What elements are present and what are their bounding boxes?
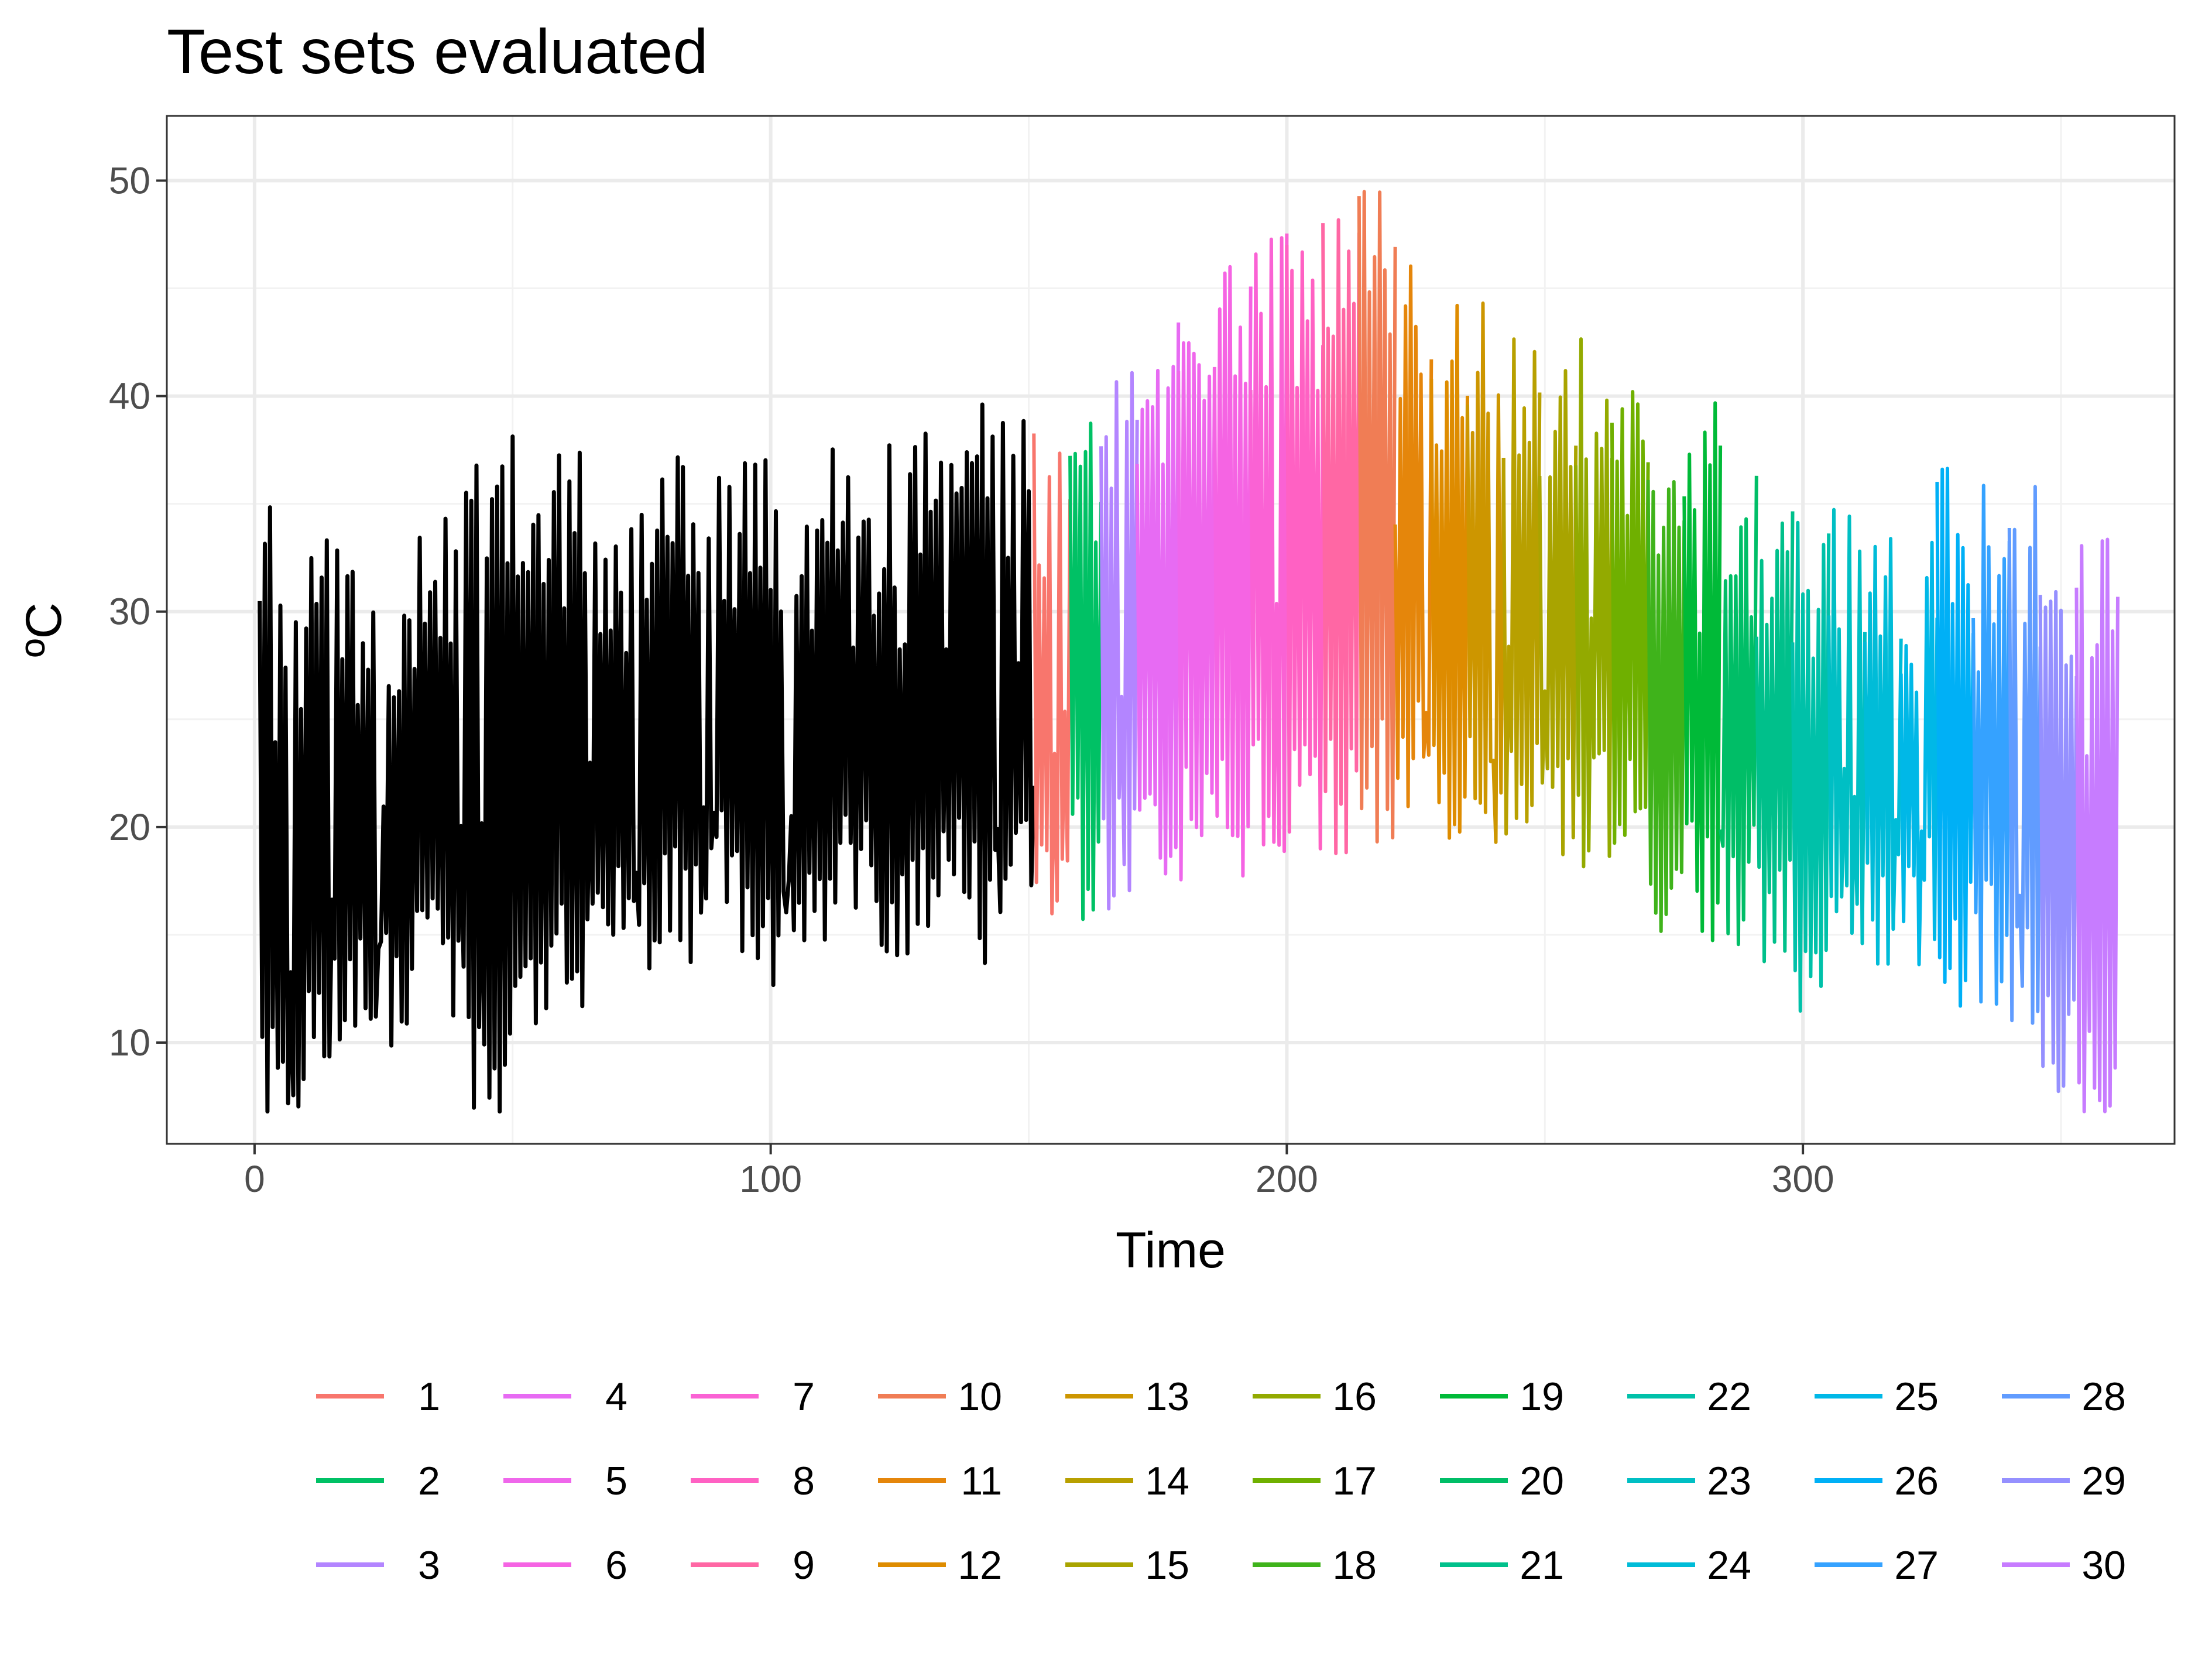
test-set-line-18 bbox=[1646, 479, 1686, 933]
x-axis-ticks: 0 100 200 300 bbox=[244, 1144, 1834, 1200]
legend-label-20: 20 bbox=[1520, 1459, 1564, 1503]
test-set-line-15 bbox=[1538, 369, 1578, 856]
test-set-line-28 bbox=[2007, 485, 2042, 1025]
y-tick-label-1: 20 bbox=[109, 806, 150, 848]
test-set-line-13 bbox=[1466, 301, 1505, 844]
legend-label-4: 4 bbox=[605, 1374, 627, 1419]
legend-label-7: 7 bbox=[793, 1374, 815, 1419]
legend-label-8: 8 bbox=[793, 1459, 815, 1503]
series-layer bbox=[258, 190, 2120, 1114]
test-set-line-14 bbox=[1501, 337, 1542, 836]
legend: 1234567891011121314151617181920212223242… bbox=[316, 1374, 2126, 1588]
legend-label-11: 11 bbox=[961, 1459, 1002, 1503]
legend-label-21: 21 bbox=[1520, 1543, 1564, 1588]
test-set-line-24 bbox=[1863, 537, 1903, 966]
x-tick-label-0: 0 bbox=[244, 1158, 265, 1200]
legend-label-1: 1 bbox=[418, 1374, 440, 1419]
y-axis-ticks: 10 20 30 40 50 bbox=[109, 159, 167, 1064]
test-set-line-6 bbox=[1212, 265, 1253, 878]
test-set-line-11 bbox=[1393, 264, 1433, 808]
legend-label-26: 26 bbox=[1894, 1459, 1939, 1503]
test-set-line-27 bbox=[1971, 484, 2011, 1006]
legend-label-22: 22 bbox=[1707, 1374, 1751, 1419]
test-set-line-29 bbox=[2038, 589, 2079, 1094]
legend-label-13: 13 bbox=[1145, 1374, 1189, 1419]
x-tick-label-2: 200 bbox=[1256, 1158, 1318, 1200]
test-set-line-16 bbox=[1574, 337, 1614, 869]
legend-label-5: 5 bbox=[605, 1459, 627, 1503]
test-set-line-8 bbox=[1285, 245, 1325, 851]
test-set-line-7 bbox=[1249, 233, 1289, 854]
test-set-line-2 bbox=[1068, 421, 1103, 921]
test-set-line-21 bbox=[1754, 511, 1795, 964]
test-set-line-5 bbox=[1177, 341, 1216, 882]
legend-label-10: 10 bbox=[958, 1374, 1002, 1419]
test-set-line-20 bbox=[1719, 475, 1758, 947]
chart-title: Test sets evaluated bbox=[167, 16, 708, 87]
y-tick-label-4: 50 bbox=[109, 159, 150, 201]
legend-label-14: 14 bbox=[1145, 1459, 1189, 1503]
test-set-line-25 bbox=[1899, 540, 1939, 966]
test-set-line-19 bbox=[1682, 401, 1723, 942]
legend-label-24: 24 bbox=[1707, 1543, 1751, 1588]
test-set-line-4 bbox=[1135, 322, 1181, 876]
legend-label-23: 23 bbox=[1707, 1459, 1751, 1503]
y-tick-label-2: 30 bbox=[109, 591, 150, 633]
legend-label-3: 3 bbox=[418, 1543, 440, 1588]
y-tick-label-0: 10 bbox=[109, 1022, 150, 1064]
x-tick-label-1: 100 bbox=[739, 1158, 802, 1200]
test-set-line-10 bbox=[1357, 190, 1397, 844]
y-axis-title: ºC bbox=[16, 602, 72, 657]
test-set-line-3 bbox=[1099, 371, 1139, 911]
test-set-line-23 bbox=[1827, 508, 1867, 945]
test-set-line-30 bbox=[2074, 537, 2120, 1113]
legend-label-27: 27 bbox=[1894, 1543, 1939, 1588]
plot-panel-border bbox=[166, 115, 2176, 1145]
training-series-line bbox=[258, 402, 1036, 1114]
test-set-line-17 bbox=[1610, 390, 1650, 845]
legend-label-12: 12 bbox=[958, 1543, 1002, 1588]
legend-label-2: 2 bbox=[418, 1459, 440, 1503]
legend-label-15: 15 bbox=[1145, 1543, 1189, 1588]
test-set-line-12 bbox=[1429, 303, 1469, 840]
test-set-line-9 bbox=[1321, 218, 1361, 855]
legend-label-28: 28 bbox=[2081, 1374, 2126, 1419]
test-set-line-26 bbox=[1935, 467, 1976, 1008]
test-set-line-1 bbox=[1032, 433, 1072, 916]
legend-label-17: 17 bbox=[1332, 1459, 1377, 1503]
legend-label-19: 19 bbox=[1520, 1374, 1564, 1419]
x-tick-label-3: 300 bbox=[1772, 1158, 1834, 1200]
legend-label-9: 9 bbox=[793, 1543, 815, 1588]
y-tick-label-3: 40 bbox=[109, 375, 150, 417]
legend-label-25: 25 bbox=[1894, 1374, 1939, 1419]
legend-label-6: 6 bbox=[605, 1543, 627, 1588]
test-set-line-22 bbox=[1791, 520, 1831, 1013]
legend-label-18: 18 bbox=[1332, 1543, 1377, 1588]
legend-label-29: 29 bbox=[2081, 1459, 2126, 1503]
legend-label-30: 30 bbox=[2081, 1543, 2126, 1588]
legend-label-16: 16 bbox=[1332, 1374, 1377, 1419]
x-axis-title: Time bbox=[1116, 1222, 1226, 1278]
